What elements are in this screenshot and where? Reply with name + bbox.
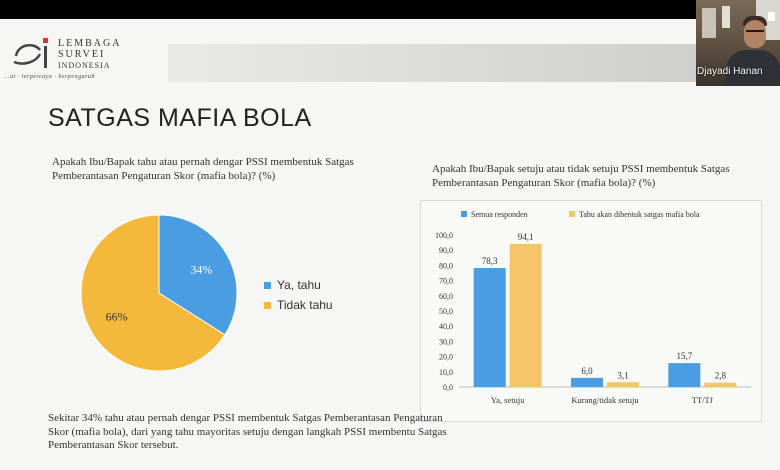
- video-shelf-2: [722, 6, 730, 28]
- logo: LEMBAGA SURVEI INDONESIA ...at · terperc…: [4, 36, 164, 82]
- y-tick-label: 50,0: [439, 307, 453, 316]
- y-tick-label: 20,0: [439, 353, 453, 362]
- logo-text-line3: INDONESIA: [58, 61, 111, 70]
- x-category-label: Ya, setuju: [491, 395, 525, 405]
- pie-chart: 34% 66%: [80, 214, 238, 372]
- bar-value-label: 15,7: [676, 351, 692, 361]
- x-category-label: TT/TJ: [692, 395, 714, 405]
- pie-slice-label-0: 34%: [190, 263, 212, 277]
- pie-legend-label: Ya, tahu: [277, 278, 321, 292]
- video-shelf: [702, 8, 716, 38]
- pie-legend-label: Tidak tahu: [277, 298, 333, 312]
- question-right: Apakah Ibu/Bapak setuju atau tidak setuj…: [432, 163, 730, 189]
- summary-text: Sekitar 34% tahu atau pernah dengar PSSI…: [48, 412, 447, 451]
- bar-1-0: [571, 377, 603, 387]
- bar-value-label: 2,8: [715, 371, 727, 381]
- bar-2-0: [668, 363, 701, 387]
- bar-1-1: [607, 382, 639, 387]
- logo-tagline: ...at · terpercaya · berpengaruh: [4, 74, 95, 80]
- logo-text-line2: SURVEI: [58, 49, 106, 60]
- bar-legend-swatch-0: [461, 211, 467, 217]
- pie-legend: Ya, tahu Tidak tahu: [264, 275, 333, 315]
- logo-mark-icon: [13, 38, 48, 68]
- slide-title: SATGAS MAFIA BOLA: [48, 104, 312, 132]
- y-tick-label: 100,0: [435, 231, 453, 240]
- bar-value-label: 94,1: [518, 232, 534, 242]
- video-menu-icon[interactable]: [768, 12, 775, 21]
- question-left: Apakah Ibu/Bapak tahu atau pernah dengar…: [52, 156, 354, 182]
- video-person-head: [744, 20, 766, 48]
- bar-chart: Semua responden Tahu akan dibentuk satgas…: [420, 200, 762, 422]
- pie-legend-item-0: Ya, tahu: [264, 275, 333, 295]
- x-category-label: Kurang/tidak setuju: [571, 395, 639, 405]
- y-tick-label: 10,0: [439, 368, 453, 377]
- bar-0-1: [509, 243, 542, 387]
- y-tick-label: 0,0: [443, 383, 453, 392]
- bar-value-label: 3,1: [617, 370, 628, 380]
- y-tick-label: 80,0: [439, 261, 453, 270]
- y-tick-label: 40,0: [439, 322, 453, 331]
- header-strip: [168, 44, 698, 82]
- pie-slice-label-1: 66%: [106, 309, 128, 323]
- y-tick-label: 90,0: [439, 246, 453, 255]
- pie-slice-1: [80, 214, 226, 372]
- bar-2-1: [704, 382, 737, 387]
- y-tick-label: 60,0: [439, 292, 453, 301]
- bar-value-label: 6,0: [581, 366, 593, 376]
- bar-legend-swatch-1: [569, 211, 575, 217]
- pie-legend-swatch: [264, 301, 271, 309]
- bar-legend-label-1: Tahu akan dibentuk satgas mafia bola: [579, 210, 700, 219]
- pie-legend-swatch: [264, 281, 271, 289]
- bar-0-0: [473, 267, 506, 387]
- logo-text-line1: LEMBAGA: [58, 38, 122, 49]
- y-tick-label: 70,0: [439, 277, 453, 286]
- bar-legend-label-0: Semua responden: [471, 210, 528, 219]
- video-person-glasses: [746, 30, 764, 36]
- y-tick-label: 30,0: [439, 337, 453, 346]
- participant-name: Djayadi Hanan: [697, 66, 763, 77]
- top-bar: [0, 0, 780, 19]
- bar-value-label: 78,3: [482, 256, 498, 266]
- pie-legend-item-1: Tidak tahu: [264, 295, 333, 315]
- video-person-body: [726, 50, 780, 86]
- participant-video-tile[interactable]: Djayadi Hanan: [696, 0, 780, 86]
